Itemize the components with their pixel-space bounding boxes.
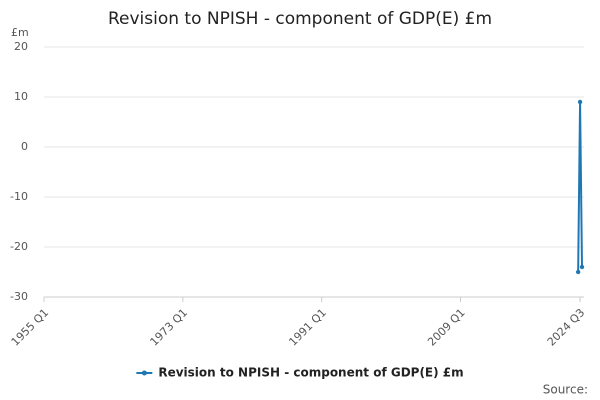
source: Source: [543,383,588,397]
y-tick-label: 0 [21,140,28,153]
y-tick-label: 20 [14,40,28,53]
data-point [577,99,583,105]
y-tick-label: -20 [10,240,28,253]
legend-label: Revision to NPISH - component of GDP(E) … [158,366,463,380]
y-tick-label: -10 [10,190,28,203]
y-tick-label: 10 [14,90,28,103]
x-tick-label: 2024 Q3 [545,306,588,349]
chart-title: Revision to NPISH - component of GDP(E) … [108,9,492,29]
y-unit: £m [11,26,29,39]
data-point [579,264,585,270]
x-tick-label: 1991 Q1 [286,306,329,349]
legend-marker [141,370,147,376]
x-tick-label: 1973 Q1 [148,306,191,349]
x-tick-label: 2009 Q1 [425,306,468,349]
y-tick-label: -30 [10,290,28,303]
x-tick-label: 1955 Q1 [9,306,52,349]
data-point [575,269,581,275]
